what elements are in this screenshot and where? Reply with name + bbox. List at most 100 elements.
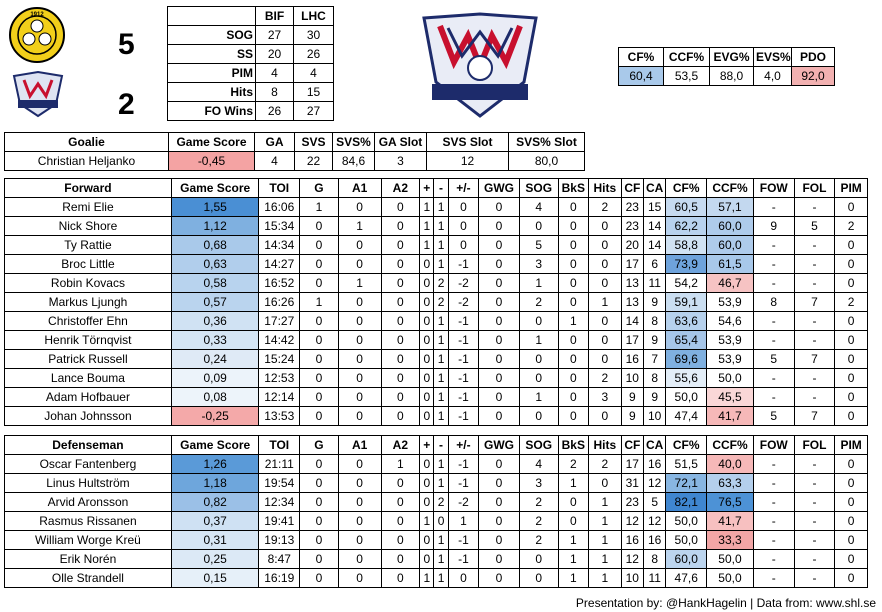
forward-cell: 14 bbox=[642, 235, 667, 255]
forward-cell: -1 bbox=[447, 406, 480, 426]
team-stats-cell: 20 bbox=[255, 44, 294, 64]
forward-cell: 7 bbox=[793, 292, 836, 312]
defense-cell: 0 bbox=[380, 511, 421, 531]
possession-value: 60,4 bbox=[618, 66, 664, 86]
forward-cell: 0 bbox=[518, 216, 559, 236]
forward-cell: 1 bbox=[433, 216, 449, 236]
possession-col-header: CCF% bbox=[663, 47, 710, 67]
defense-cell: 4 bbox=[518, 454, 559, 474]
forward-cell: Ty Rattie bbox=[4, 235, 172, 255]
forward-cell: Remi Elie bbox=[4, 197, 172, 217]
forward-cell: 6 bbox=[642, 254, 667, 274]
forward-cell: 0 bbox=[337, 387, 382, 407]
forward-cell: - bbox=[752, 387, 795, 407]
forward-cell: 59,1 bbox=[665, 292, 708, 312]
defense-cell: 0 bbox=[834, 530, 868, 550]
forward-cell: 0 bbox=[518, 368, 559, 388]
defense-cell: -2 bbox=[447, 492, 480, 512]
goalie-col-header: SVS% Slot bbox=[508, 132, 585, 152]
possession-col-header: CF% bbox=[618, 47, 664, 67]
defense-cell: 0 bbox=[557, 511, 590, 531]
defense-cell: 1 bbox=[380, 454, 421, 474]
defense-cell: 23 bbox=[620, 492, 645, 512]
defense-cell: 63,3 bbox=[706, 473, 754, 493]
forward-col-header: Game Score bbox=[170, 178, 260, 198]
defense-cell: 0 bbox=[299, 568, 339, 588]
forward-cell: 1,12 bbox=[170, 216, 260, 236]
defense-cell: 0 bbox=[337, 473, 382, 493]
forward-cell: - bbox=[793, 330, 836, 350]
defense-cell: 0 bbox=[518, 568, 559, 588]
forward-cell: 13:53 bbox=[258, 406, 301, 426]
forward-cell: 12:53 bbox=[258, 368, 301, 388]
forward-cell: 16:06 bbox=[258, 197, 301, 217]
forward-cell: 0 bbox=[557, 254, 590, 274]
forward-cell: 1 bbox=[518, 330, 559, 350]
defense-body: Oscar Fantenberg 1,26 21:11 0 0 1 0 1 -1 0 4 2 2 17 16… bbox=[4, 454, 868, 588]
possession-value: 53,5 bbox=[663, 66, 710, 86]
defense-col-header: CF% bbox=[665, 435, 708, 455]
team-stats-col-header: LHC bbox=[293, 6, 334, 26]
defense-cell: 12:34 bbox=[258, 492, 301, 512]
forward-cell: 0 bbox=[834, 368, 868, 388]
forward-cell: 2 bbox=[433, 273, 449, 293]
defense-cell: 0 bbox=[419, 473, 435, 493]
defense-cell: 1 bbox=[557, 568, 590, 588]
forward-cell: 0 bbox=[834, 273, 868, 293]
forward-cell: 1 bbox=[588, 292, 622, 312]
defense-col-header: FOW bbox=[752, 435, 795, 455]
defense-cell: 0 bbox=[478, 511, 520, 531]
forward-cell: 13 bbox=[620, 273, 645, 293]
forward-cell: 1 bbox=[337, 216, 382, 236]
defense-cell: 1 bbox=[419, 511, 435, 531]
defense-cell: 1 bbox=[588, 492, 622, 512]
possession-col-header: EVS% bbox=[753, 47, 792, 67]
forward-cell: Broc Little bbox=[4, 254, 172, 274]
forward-cell: 54,2 bbox=[665, 273, 708, 293]
defense-cell: 10 bbox=[620, 568, 645, 588]
defense-cell: 0 bbox=[380, 473, 421, 493]
home-score: 5 bbox=[118, 28, 135, 61]
forward-cell: 0 bbox=[557, 349, 590, 369]
forward-cell: 0 bbox=[380, 349, 421, 369]
defense-cell: -1 bbox=[447, 530, 480, 550]
goalie-col-header: GA Slot bbox=[374, 132, 427, 152]
defense-cell: - bbox=[793, 454, 836, 474]
forward-cell: 1 bbox=[518, 273, 559, 293]
defense-cell: 0 bbox=[419, 454, 435, 474]
forward-cell: - bbox=[793, 273, 836, 293]
goalie-col-header: SVS Slot bbox=[426, 132, 509, 152]
forward-cell: 5 bbox=[752, 406, 795, 426]
defense-cell: 12 bbox=[620, 549, 645, 569]
forward-row: Broc Little 0,63 14:27 0 0 0 0 1 -1 0 3 0 0 17 6 73,9 61… bbox=[4, 254, 868, 274]
team-stats-body: SOG 27 30 SS 20 26 PIM 4 4 Hits 8 15 FO Wins 26 27 bbox=[167, 25, 334, 121]
forward-cell: -1 bbox=[447, 311, 480, 331]
goalie-col-header: Game Score bbox=[168, 132, 255, 152]
goalie-col-header: Goalie bbox=[4, 132, 169, 152]
defense-cell: - bbox=[752, 454, 795, 474]
team-stats-row: FO Wins 26 27 bbox=[167, 101, 334, 121]
defense-col-header: A2 bbox=[380, 435, 421, 455]
defense-cell: 0,82 bbox=[170, 492, 260, 512]
forward-cell: 0 bbox=[588, 349, 622, 369]
forward-cell: 0 bbox=[478, 292, 520, 312]
team-stats-cell: 27 bbox=[255, 25, 294, 45]
forward-cell: -1 bbox=[447, 387, 480, 407]
linkoping-center-logo bbox=[418, 12, 542, 120]
defense-col-header: Game Score bbox=[170, 435, 260, 455]
defense-cell: - bbox=[793, 511, 836, 531]
forward-col-header: A2 bbox=[380, 178, 421, 198]
forward-col-header: CF% bbox=[665, 178, 708, 198]
forward-cell: 0 bbox=[299, 311, 339, 331]
forward-row: Adam Hofbauer 0,08 12:14 0 0 0 0 1 -1 0 1 0 3 9 9 50,0 4… bbox=[4, 387, 868, 407]
team-stats-cell: 15 bbox=[293, 82, 334, 102]
defense-col-header: - bbox=[433, 435, 449, 455]
forward-cell: 0 bbox=[380, 292, 421, 312]
forward-cell: 1 bbox=[299, 292, 339, 312]
forward-cell: 0 bbox=[380, 406, 421, 426]
defense-cell: 12 bbox=[642, 511, 667, 531]
defense-col-header: TOI bbox=[258, 435, 301, 455]
defense-row: William Worge Kreü 0,31 19:13 0 0 0 0 1 -1 0 2 1 1 16… bbox=[4, 530, 868, 550]
defense-col-header: A1 bbox=[337, 435, 382, 455]
forward-cell: -1 bbox=[447, 254, 480, 274]
